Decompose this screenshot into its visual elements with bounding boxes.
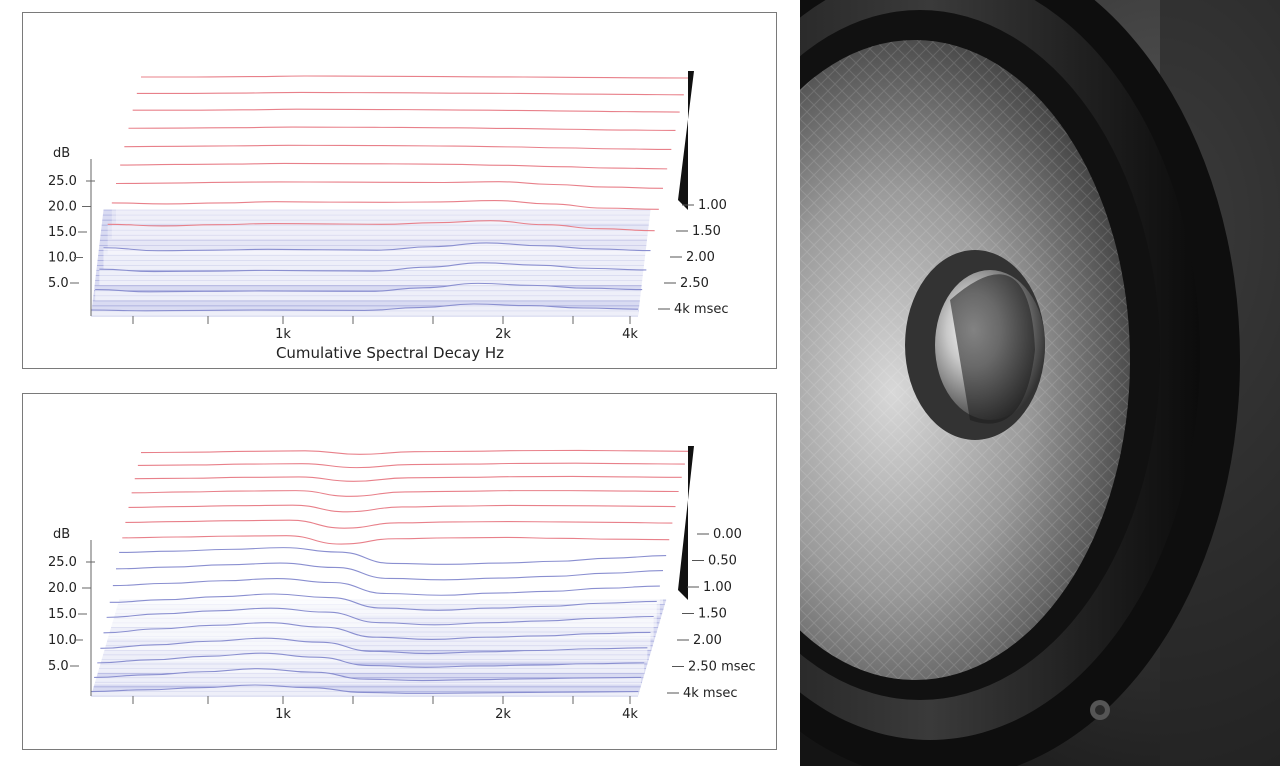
slice-fill: [128, 127, 676, 178]
time-tick-label: 1.50: [698, 607, 727, 622]
chart-back-edge: [678, 446, 694, 600]
y-tick-label: 25.0: [48, 555, 77, 570]
slice-fill: [99, 262, 647, 286]
slice-fill: [131, 490, 679, 547]
slice-fill: [120, 163, 668, 209]
slice-fill: [141, 76, 688, 131]
slice-fill: [95, 283, 643, 301]
y-tick-label: 10.0: [48, 633, 77, 648]
y-tick-label: 25.0: [48, 174, 77, 189]
slice-fill: [97, 653, 645, 673]
speaker-photo: [800, 0, 1280, 766]
decay-slice-early: [134, 475, 682, 482]
slice-fill: [141, 450, 688, 512]
slice-fill: [91, 304, 638, 316]
time-tick-label: 2.00: [686, 250, 715, 265]
time-tick-label: 2.00: [693, 633, 722, 648]
decay-slice-late: [112, 577, 660, 596]
slice-fill: [94, 668, 642, 685]
speaker-woofer-icon: [800, 0, 1280, 766]
time-tick-label: 0.50: [708, 554, 737, 569]
chart-caption: Cumulative Spectral Decay Hz: [276, 344, 504, 362]
decay-slice-early: [125, 519, 673, 529]
time-tick-label: 0.00: [713, 527, 742, 542]
decay-slice-late: [90, 303, 639, 312]
decay-slice-early: [120, 162, 668, 170]
y-tick-label: 15.0: [48, 607, 77, 622]
decay-slice-early: [115, 181, 664, 189]
x-tick-label: 2k: [495, 707, 511, 722]
y-axis-label: dB: [53, 146, 70, 161]
decay-slice-late: [99, 262, 647, 273]
x-tick-label: 2k: [495, 327, 511, 342]
slice-fill: [128, 505, 676, 558]
slice-fill: [136, 92, 684, 147]
time-tick-label: 1.00: [698, 198, 727, 213]
slice-fill: [111, 200, 659, 239]
x-tick-label: 1k: [275, 707, 291, 722]
chart-back-edge: [678, 71, 694, 210]
time-tick-label: 4k msec: [674, 302, 729, 317]
decay-slice-late: [100, 637, 648, 655]
decay-slice-early: [140, 449, 689, 455]
csd-chart-bottom-svg: dB 25.0 20.0 15.0 10.0 5.0 1k 2k 4k 0.00 0.50 1.00 1…: [48, 446, 756, 722]
y-axis-label: dB: [53, 527, 70, 542]
x-tick-label: 1k: [275, 327, 291, 342]
y-tick-label: 5.0: [48, 276, 69, 291]
decay-slice-late: [97, 652, 645, 668]
y-tick-label: 10.0: [48, 251, 77, 266]
y-tick-label: 15.0: [48, 225, 77, 240]
decay-slice-early: [124, 144, 672, 151]
time-tick-label: 1.00: [703, 580, 732, 595]
time-tick-label: 2.50: [680, 276, 709, 291]
slice-fill: [137, 463, 685, 524]
time-tick-label: 1.50: [692, 224, 721, 239]
decay-slice-late: [115, 562, 664, 581]
decay-slice-late: [106, 607, 654, 626]
x-tick-label: 4k: [622, 707, 638, 722]
decay-slice-early: [132, 108, 680, 113]
y-tick-label: 5.0: [48, 659, 69, 674]
decay-slice-late: [95, 282, 643, 293]
slice-fill: [103, 242, 651, 270]
slice-fill: [124, 145, 672, 193]
time-tick-label: 4k msec: [683, 686, 738, 701]
decay-slice-early: [136, 91, 684, 96]
decay-slice-late: [103, 622, 651, 640]
x-tick-label: 4k: [622, 327, 638, 342]
decay-slice-early: [111, 199, 659, 210]
slice-fill: [132, 109, 680, 162]
decay-slice-late: [109, 593, 657, 611]
csd-chart-bottom: dB 25.0 20.0 15.0 10.0 5.0 1k 2k 4k 0.00 0.50 1.00 1…: [22, 393, 777, 750]
decay-slice-early: [122, 535, 670, 545]
decay-slice-early: [128, 504, 676, 513]
y-tick-label: 20.0: [48, 200, 77, 215]
decay-slice-early: [140, 75, 689, 79]
decay-slice-late: [103, 242, 651, 252]
decay-slice-late: [94, 668, 642, 682]
csd-chart-top-svg: dB 25.0 20.0 15.0 10.0 5.0 1k 2k 4k 1.00 1.50 2.00 2…: [48, 71, 729, 362]
decay-slice-early: [137, 462, 685, 469]
decay-slice-early: [107, 220, 655, 232]
csd-chart-top: dB 25.0 20.0 15.0 10.0 5.0 1k 2k 4k 1.00 1.50 2.00 2…: [22, 12, 777, 369]
time-tick-label: 2.50 msec: [688, 660, 756, 675]
y-tick-label: 20.0: [48, 581, 77, 596]
decay-slice-early: [131, 490, 679, 497]
decay-slice-late: [90, 684, 639, 694]
decay-slice-early: [128, 126, 676, 131]
decay-slice-late: [119, 547, 667, 565]
